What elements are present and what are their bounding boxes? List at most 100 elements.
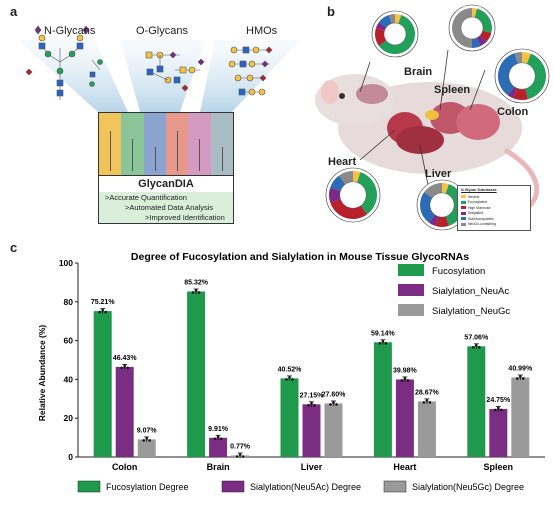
replicate-point: [384, 341, 388, 345]
legend-swatch: [398, 264, 424, 276]
replicate-point: [332, 401, 335, 404]
replicate-point: [472, 346, 475, 349]
chromatogram-peak: [110, 131, 112, 171]
replicate-point: [241, 455, 245, 458]
replicate-point: [313, 404, 316, 407]
bottom-legend-swatch: [383, 480, 407, 493]
replicate-point: [101, 308, 104, 312]
donut-slice: [424, 183, 442, 198]
bar-data-label: 57.06%: [464, 334, 489, 341]
legend-item-label: Sialylated: [468, 211, 484, 215]
replicate-point: [519, 375, 522, 378]
replicate-point: [378, 341, 382, 345]
donut-slice: [378, 14, 415, 54]
chart-bars: 75.21% 46.43% 9.07% 85.32% 9.91% 0.77% 40.52% 2…: [91, 279, 533, 459]
replicate-point: [381, 339, 385, 343]
donut-slice: [522, 52, 531, 64]
legend-swatch: [461, 206, 466, 209]
replicate-point: [422, 401, 426, 404]
category-label: Heart: [393, 462, 416, 472]
tissue-label-heart: Heart: [328, 156, 357, 168]
bar-fucosylation: [467, 346, 486, 457]
hmo-structures-icon: [228, 46, 273, 96]
bar-fucosylation: [373, 342, 392, 457]
glycandia-pipeline-box: GlycanDIA >Accurate Quantification >Auto…: [98, 112, 234, 224]
y-axis-label: Relative Abundance (%): [37, 325, 47, 422]
bar-sialylation-neuac: [209, 437, 228, 457]
donut-slice: [498, 53, 518, 96]
o-glycan-fan: [120, 40, 205, 112]
chromatogram-lane: [121, 113, 144, 175]
y-tick-label: 100: [59, 258, 73, 268]
donut-slice: [375, 22, 387, 31]
replicate-point: [285, 378, 288, 381]
replicate-point: [428, 401, 432, 404]
bar-sialylation-neugc: [324, 403, 343, 457]
donut-slice: [329, 187, 341, 203]
replicate-point: [213, 437, 217, 441]
bar-sialylation-neugc: [417, 401, 436, 457]
legend-swatch: [461, 222, 466, 226]
feature-bullet-2: >Automated Data Analysis: [125, 203, 214, 212]
donut-slice: [472, 8, 477, 18]
n-glycan-subclass-legend: N-Glycan Subclasses Neutral Fucosylated Hi…: [457, 185, 531, 231]
glycandia-label: GlycanDIA: [99, 175, 233, 193]
bar-data-label: 40.52%: [278, 366, 303, 373]
replicate-point: [522, 377, 525, 380]
donut-slice: [353, 171, 361, 183]
bar-data-label: 27.60%: [322, 391, 347, 398]
replicate-point: [104, 310, 107, 314]
donut-slice: [357, 172, 377, 215]
replicate-point: [126, 366, 129, 370]
bar-fucosylation: [280, 378, 299, 457]
donut-slice: [480, 30, 492, 42]
legend-swatch: [461, 211, 466, 215]
category-label: Colon: [112, 462, 138, 472]
replicate-point: [238, 453, 242, 456]
replicate-point: [425, 399, 429, 402]
replicate-point: [216, 435, 220, 439]
y-tick-label: 20: [64, 413, 74, 423]
chart-legend: Fucosylation Sialylation_NeuAc Sialylation…: [398, 264, 510, 317]
chromatogram-peak: [132, 139, 134, 171]
replicate-point: [516, 377, 519, 380]
donut-slice: [513, 88, 528, 100]
bar-data-label: 59.14%: [371, 330, 396, 337]
legend-swatch: [398, 304, 424, 316]
bar-sialylation-neuac: [489, 408, 508, 457]
chromatogram-lane: [210, 113, 233, 175]
category-label: Brain: [207, 462, 230, 472]
replicate-point: [145, 437, 148, 440]
tissue-label-spleen: Spleen: [434, 84, 471, 96]
donut-slice: [420, 192, 435, 223]
y-tick-label: 0: [68, 452, 73, 462]
chromatogram-lane: [99, 113, 122, 175]
chromatogram-peak: [177, 131, 179, 171]
donut-slice: [476, 35, 487, 47]
legend-label: Fucosylation: [432, 266, 485, 277]
y-tick-label: 40: [64, 374, 74, 384]
donut-slice: [395, 14, 402, 24]
legend-item-label: Fucosylated: [468, 200, 487, 204]
donut-slice: [375, 27, 387, 46]
panel-b-letter: b: [327, 4, 335, 19]
bar-sialylation-neugc: [511, 377, 530, 457]
replicate-point: [497, 406, 500, 410]
legend-swatch: [461, 217, 466, 220]
replicate-point: [307, 404, 310, 407]
hmos-title: HMOs: [246, 25, 278, 37]
replicate-point: [329, 403, 332, 406]
replicate-point: [291, 378, 294, 381]
replicate-point: [494, 408, 497, 412]
donut-slice: [474, 8, 492, 33]
donut-slice: [388, 14, 395, 24]
donut-slice: [429, 214, 439, 226]
y-tick-label: 80: [64, 297, 74, 307]
legend-item-label: Sialofucosylated: [468, 216, 494, 221]
replicate-point: [98, 310, 101, 314]
replicate-point: [310, 402, 313, 405]
category-label: Liver: [301, 462, 323, 472]
bar-data-label: 28.67%: [415, 389, 440, 396]
chromatogram-lane: [143, 113, 166, 175]
n-glycan-structures-icon: [25, 25, 103, 100]
